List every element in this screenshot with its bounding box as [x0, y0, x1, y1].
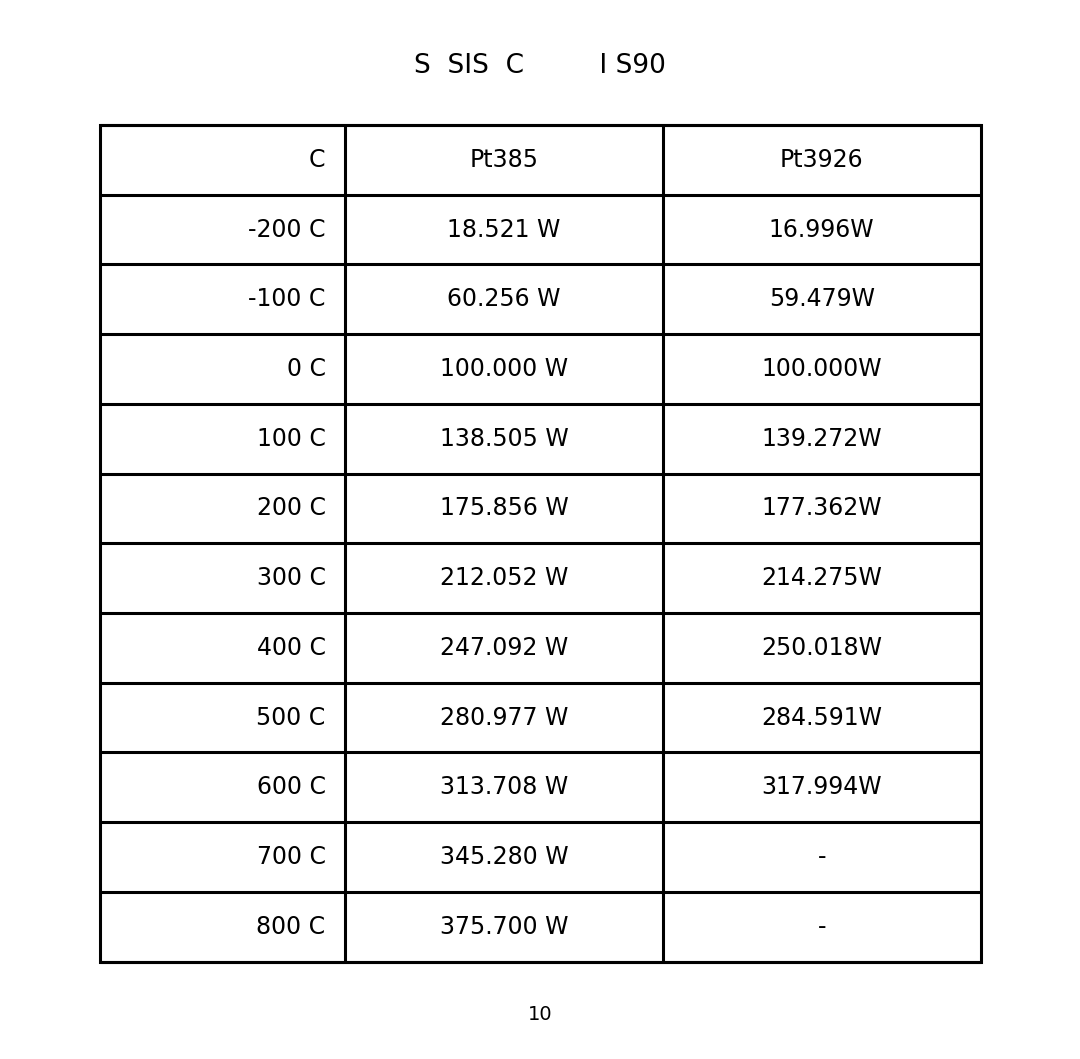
Text: 175.856 W: 175.856 W	[440, 497, 568, 520]
Text: 138.505 W: 138.505 W	[440, 427, 568, 451]
Text: 212.052 W: 212.052 W	[440, 567, 568, 590]
Text: C: C	[309, 148, 325, 172]
Text: Pt385: Pt385	[470, 148, 538, 172]
Text: 100.000 W: 100.000 W	[440, 357, 568, 381]
Text: 300 C: 300 C	[257, 567, 325, 590]
Text: 0 C: 0 C	[286, 357, 325, 381]
Text: 200 C: 200 C	[257, 497, 325, 520]
Text: 247.092 W: 247.092 W	[440, 635, 568, 660]
Text: 400 C: 400 C	[257, 635, 325, 660]
Text: -200 C: -200 C	[248, 217, 325, 241]
Text: -: -	[818, 845, 826, 869]
Text: 10: 10	[528, 1005, 552, 1024]
Text: 139.272W: 139.272W	[761, 427, 882, 451]
Text: 177.362W: 177.362W	[761, 497, 882, 520]
Bar	[100, 125, 981, 962]
Text: 214.275W: 214.275W	[761, 567, 882, 590]
Text: 100 C: 100 C	[257, 427, 325, 451]
Text: 100.000W: 100.000W	[761, 357, 882, 381]
Text: 59.479W: 59.479W	[769, 287, 875, 311]
Text: 16.996W: 16.996W	[769, 217, 875, 241]
Text: 280.977 W: 280.977 W	[440, 705, 568, 730]
Text: -: -	[818, 915, 826, 938]
Text: 284.591W: 284.591W	[761, 705, 882, 730]
Text: 800 C: 800 C	[256, 915, 325, 938]
Text: Pt3926: Pt3926	[780, 148, 864, 172]
Text: 250.018W: 250.018W	[761, 635, 882, 660]
Text: S  SIS  C         I S90: S SIS C I S90	[414, 53, 666, 78]
Text: 700 C: 700 C	[257, 845, 325, 869]
Text: 375.700 W: 375.700 W	[440, 915, 568, 938]
Text: 317.994W: 317.994W	[761, 775, 882, 800]
Text: 500 C: 500 C	[256, 705, 325, 730]
Text: -100 C: -100 C	[248, 287, 325, 311]
Text: 60.256 W: 60.256 W	[447, 287, 561, 311]
Text: 313.708 W: 313.708 W	[440, 775, 568, 800]
Text: 18.521 W: 18.521 W	[447, 217, 561, 241]
Text: 600 C: 600 C	[257, 775, 325, 800]
Text: 345.280 W: 345.280 W	[440, 845, 568, 869]
